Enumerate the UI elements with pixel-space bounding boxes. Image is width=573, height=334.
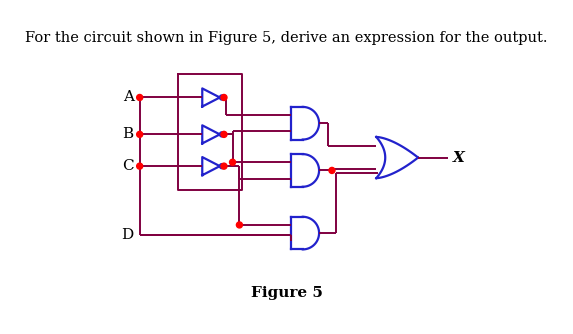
Circle shape bbox=[230, 159, 236, 165]
Text: B: B bbox=[123, 127, 134, 141]
Text: For the circuit shown in Figure 5, derive an expression for the output.: For the circuit shown in Figure 5, deriv… bbox=[25, 30, 548, 44]
Circle shape bbox=[221, 163, 227, 169]
Circle shape bbox=[137, 131, 143, 137]
Text: Figure 5: Figure 5 bbox=[250, 286, 323, 300]
Circle shape bbox=[237, 222, 242, 228]
Circle shape bbox=[221, 131, 227, 137]
Circle shape bbox=[137, 163, 143, 169]
Text: D: D bbox=[121, 228, 134, 242]
Text: X: X bbox=[453, 151, 464, 165]
Text: A: A bbox=[123, 91, 134, 105]
Circle shape bbox=[329, 167, 335, 173]
Circle shape bbox=[221, 95, 227, 101]
Text: C: C bbox=[122, 159, 134, 173]
Circle shape bbox=[137, 95, 143, 101]
